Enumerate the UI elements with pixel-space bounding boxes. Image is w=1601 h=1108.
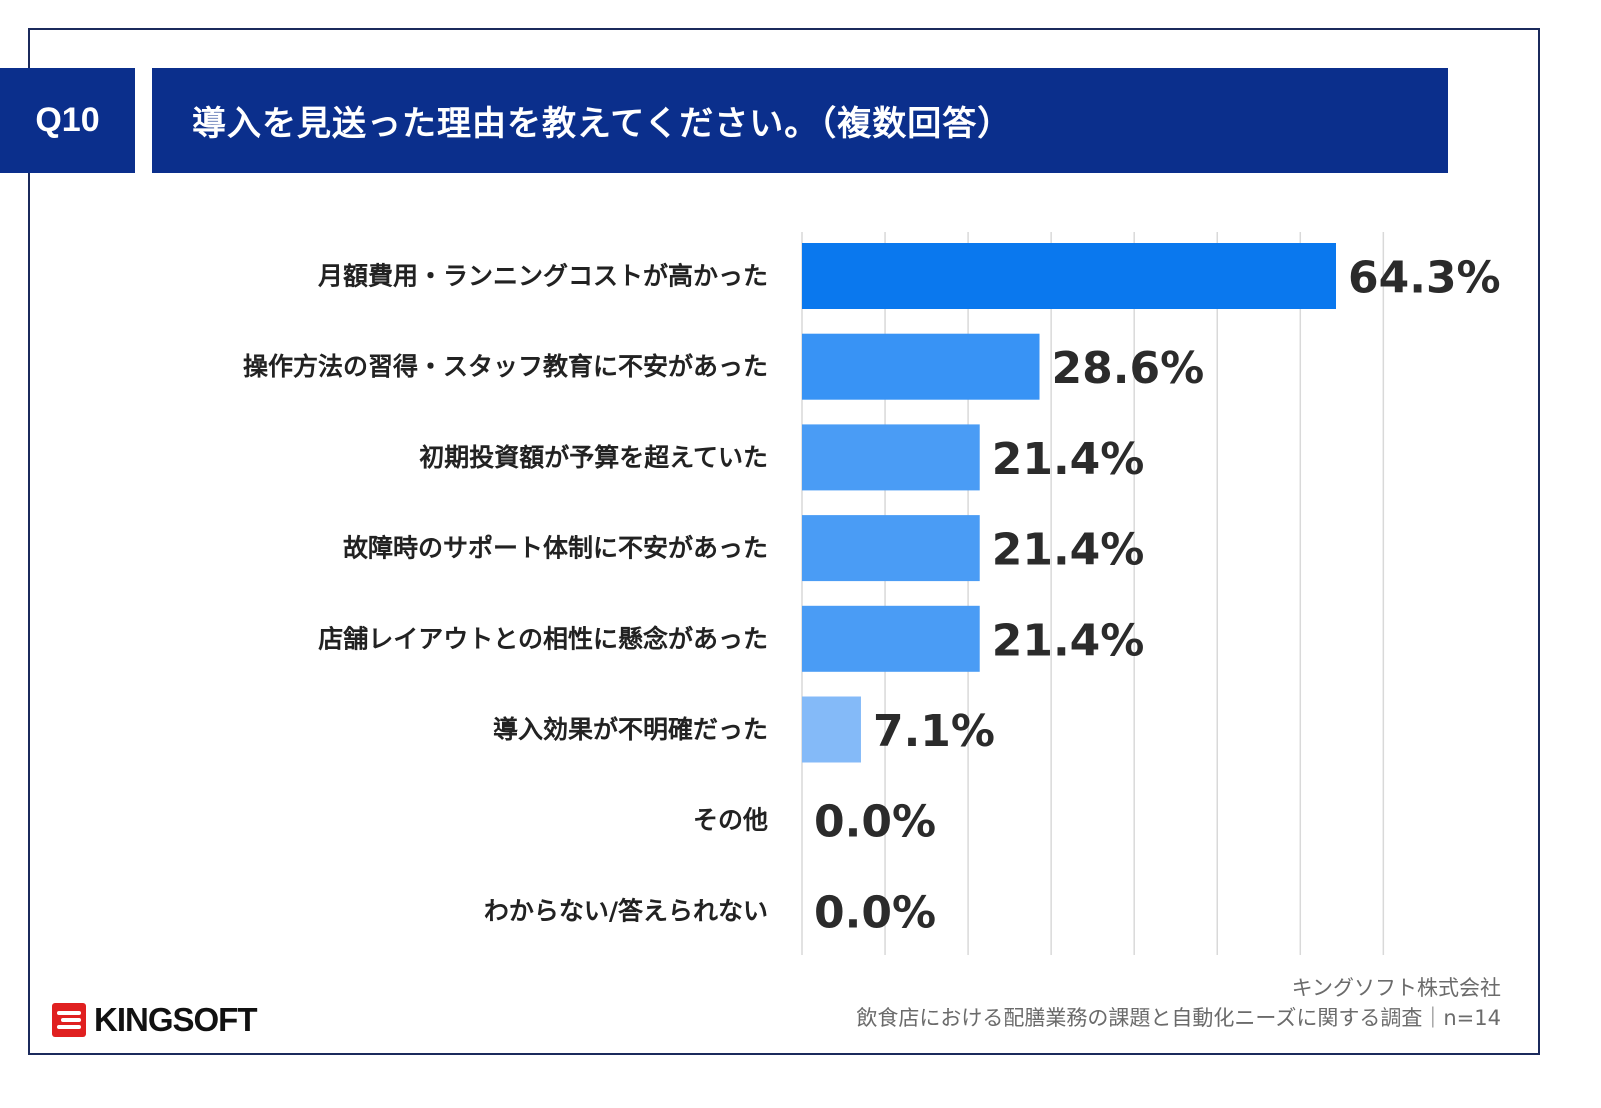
- value-label: 21.4%: [992, 615, 1145, 666]
- category-label: 初期投資額が予算を超えていた: [419, 443, 768, 472]
- value-labels: 64.3% 28.6% 21.4% 21.4% 21.4% 7.1% 0.0% 0.0%: [814, 253, 1501, 939]
- value-label: 0.0%: [814, 887, 936, 938]
- category-label: その他: [693, 806, 768, 835]
- question-title-bar: 導入を見送った理由を教えてください。（複数回答）: [152, 68, 1448, 173]
- kingsoft-logo: KINGSOFT: [52, 1001, 257, 1039]
- category-label: わからない/答えられない: [484, 896, 768, 925]
- category-label: 店舗レイアウトとの相性に懸念があった: [318, 624, 768, 653]
- kingsoft-logo-icon: [52, 1003, 86, 1037]
- category-labels: 月額費用・ランニングコストが高かった操作方法の習得・スタッフ教育に不安があった初…: [243, 262, 768, 926]
- category-label: 故障時のサポート体制に不安があった: [343, 534, 768, 563]
- survey-caption: 飲食店における配膳業務の課題と自動化ニーズに関する調査｜n=14: [856, 1006, 1501, 1030]
- category-label: 操作方法の習得・スタッフ教育に不安があった: [243, 352, 768, 381]
- value-label: 28.6%: [1052, 343, 1205, 394]
- bar: [802, 696, 861, 763]
- company-name: キングソフト株式会社: [1291, 976, 1501, 1000]
- bar: [802, 515, 980, 582]
- value-label: 21.4%: [992, 434, 1145, 485]
- bar: [802, 605, 980, 672]
- value-label: 0.0%: [814, 797, 936, 848]
- category-label: 月額費用・ランニングコストが高かった: [317, 262, 768, 291]
- bars: [802, 243, 1336, 763]
- value-label: 64.3%: [1348, 253, 1501, 304]
- bar: [802, 424, 980, 491]
- logo-text: KINGSOFT: [94, 1001, 257, 1038]
- bar: [802, 243, 1336, 309]
- bar: [802, 333, 1040, 400]
- value-label: 7.1%: [873, 706, 995, 757]
- chart-frame: [28, 28, 1540, 1055]
- question-number-text: Q10: [35, 101, 100, 139]
- category-label: 導入効果が不明確だった: [493, 715, 768, 744]
- question-number: Q10: [0, 68, 135, 173]
- value-label: 21.4%: [992, 525, 1145, 576]
- question-title: 導入を見送った理由を教えてください。（複数回答）: [192, 104, 1013, 144]
